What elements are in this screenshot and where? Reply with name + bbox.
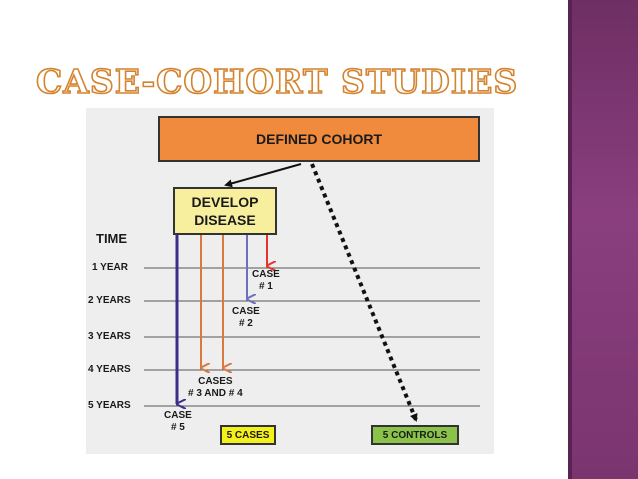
- five-controls-box: 5 CONTROLS: [371, 425, 459, 445]
- cohort-to-controls-arrow: [310, 163, 418, 422]
- cases-3-4-label: CASES # 3 AND # 4: [188, 376, 243, 399]
- case-cohort-diagram: DEFINED COHORT DEVELOP DISEASE TIME 1 YE…: [86, 108, 494, 454]
- year-4-label: 4 YEARS: [88, 364, 131, 375]
- year-1-label: 1 YEAR: [92, 262, 128, 273]
- slide-title: CASE-COHORT STUDIES: [35, 61, 519, 102]
- diagram-lines: [144, 163, 480, 422]
- case-1-label: CASE # 1: [252, 269, 280, 292]
- develop-disease-box: DEVELOP DISEASE: [173, 187, 277, 235]
- decorative-side-band: [568, 0, 638, 479]
- cohort-to-disease-arrow: [224, 163, 302, 188]
- year-3-label: 3 YEARS: [88, 331, 131, 342]
- year-5-label: 5 YEARS: [88, 400, 131, 411]
- defined-cohort-box: DEFINED COHORT: [158, 116, 480, 162]
- five-cases-box: 5 CASES: [220, 425, 276, 445]
- case-2-label: CASE # 2: [232, 306, 260, 329]
- time-axis-label: TIME: [96, 231, 128, 246]
- year-2-label: 2 YEARS: [88, 295, 131, 306]
- case-5-label: CASE # 5: [164, 410, 192, 433]
